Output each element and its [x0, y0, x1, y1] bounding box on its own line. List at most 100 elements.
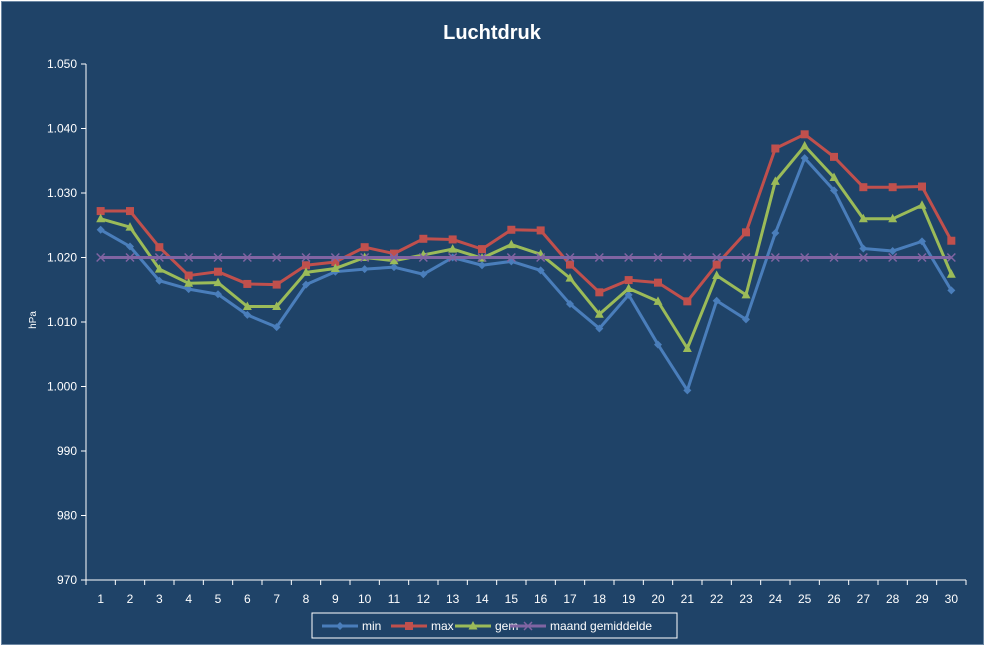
x-marker-stroke [448, 252, 458, 263]
data-point-maand-gemiddelde [272, 252, 282, 263]
data-point-max [331, 258, 340, 267]
data-point-maand-gemiddelde [360, 252, 370, 263]
x-tick-label: 25 [798, 592, 812, 606]
data-point-max [595, 288, 604, 297]
x-marker-stroke [242, 252, 252, 263]
data-point-min [478, 261, 486, 270]
data-point-max [448, 235, 457, 244]
x-tick-label: 19 [622, 592, 636, 606]
data-point-maand-gemiddelde [242, 252, 252, 263]
data-point-min [214, 290, 222, 299]
data-point-max [214, 267, 222, 276]
data-point-gem [242, 301, 252, 311]
data-point-maand-gemiddelde [536, 252, 546, 263]
data-point-maand-gemiddelde [829, 252, 839, 263]
axes: 970 980 990 1.000 1.010 1.020 1.030 1.040 1.050 1… [47, 57, 967, 606]
x-tick-label: 27 [857, 592, 871, 606]
data-point-maand-gemiddelde [389, 252, 399, 263]
data-point-min [947, 286, 956, 295]
x-marker-stroke [96, 252, 106, 263]
data-point-max [243, 279, 252, 288]
x-marker-stroke [125, 252, 135, 263]
data-point-maand-gemiddelde [184, 252, 194, 263]
legend-item-max: max [391, 619, 454, 633]
y-tick-label: 1.030 [47, 186, 77, 200]
data-point-max [800, 130, 809, 139]
x-tick-label: 6 [244, 592, 251, 606]
data-point-gem [770, 176, 780, 185]
x-marker-stroke [682, 252, 692, 263]
x-tick-label: 4 [185, 592, 192, 606]
data-point-max [888, 183, 897, 192]
x-marker-stroke [418, 252, 428, 263]
data-point-maand-gemiddelde [418, 252, 428, 263]
data-point-gem [154, 264, 164, 273]
data-point-max [859, 183, 868, 192]
chart-title: Luchtdruk [443, 22, 542, 44]
x-marker-stroke [741, 252, 751, 263]
data-point-gem [888, 213, 898, 223]
data-point-gem [213, 277, 223, 287]
data-point-maand-gemiddelde [154, 252, 164, 263]
data-point-gem [272, 301, 282, 311]
data-point-maand-gemiddelde [682, 252, 692, 263]
data-point-max [302, 261, 310, 270]
data-point-max [654, 278, 662, 287]
data-point-min [742, 315, 750, 324]
data-point-min [771, 228, 780, 237]
x-tick-label: 15 [505, 592, 519, 606]
x-marker-stroke [858, 252, 868, 263]
x-marker-stroke [154, 252, 164, 263]
data-point-min [918, 237, 926, 246]
series-layer [96, 130, 956, 395]
data-point-max [184, 271, 193, 280]
data-point-maand-gemiddelde [712, 252, 722, 263]
data-point-maand-gemiddelde [770, 252, 780, 263]
x-tick-label: 9 [332, 592, 339, 606]
x-tick-label: 30 [945, 592, 959, 606]
data-point-max [712, 260, 721, 269]
x-tick-label: 20 [651, 592, 665, 606]
data-point-maand-gemiddelde [125, 252, 135, 263]
data-point-maand-gemiddelde [653, 252, 663, 263]
data-point-min [566, 299, 574, 308]
legend-label-min: min [362, 619, 381, 633]
x-marker-stroke [389, 252, 399, 263]
x-tick-label: 24 [769, 592, 783, 606]
data-point-gem [96, 213, 106, 223]
y-tick-label: 1.020 [47, 251, 77, 265]
data-point-gem [594, 309, 604, 318]
data-point-min [126, 242, 134, 251]
data-point-gem [330, 263, 340, 272]
data-point-gem [858, 213, 868, 223]
data-point-max [360, 243, 369, 252]
data-point-gem [653, 296, 663, 305]
data-point-min [243, 310, 252, 319]
x-marker-stroke [770, 252, 780, 263]
x-tick-label: 11 [388, 592, 401, 606]
x-tick-label: 21 [681, 592, 695, 606]
data-point-max [478, 245, 486, 254]
y-tick-label: 1.050 [47, 57, 77, 71]
y-axis-label: hPa [28, 311, 39, 329]
data-point-gem [682, 343, 692, 352]
data-point-maand-gemiddelde [477, 252, 487, 263]
x-tick-label: 13 [446, 592, 460, 606]
x-marker-stroke [184, 252, 194, 263]
series-maand-gemiddelde [96, 252, 956, 263]
data-point-max [155, 243, 164, 252]
data-point-gem [624, 283, 634, 292]
x-tick-label: 29 [915, 592, 929, 606]
data-point-gem [184, 278, 194, 287]
data-point-maand-gemiddelde [565, 252, 575, 263]
legend-box [311, 612, 678, 639]
data-point-maand-gemiddelde [448, 252, 458, 263]
legend-item-maand-gemiddelde: maand gemiddelde [510, 619, 652, 633]
x-marker-stroke [594, 252, 604, 263]
x-marker-stroke [624, 252, 634, 263]
x-marker-stroke [565, 252, 575, 263]
x-tick-label: 18 [593, 592, 607, 606]
x-marker-stroke [213, 252, 223, 263]
series-line-min [99, 156, 953, 392]
data-point-maand-gemiddelde [96, 252, 106, 263]
